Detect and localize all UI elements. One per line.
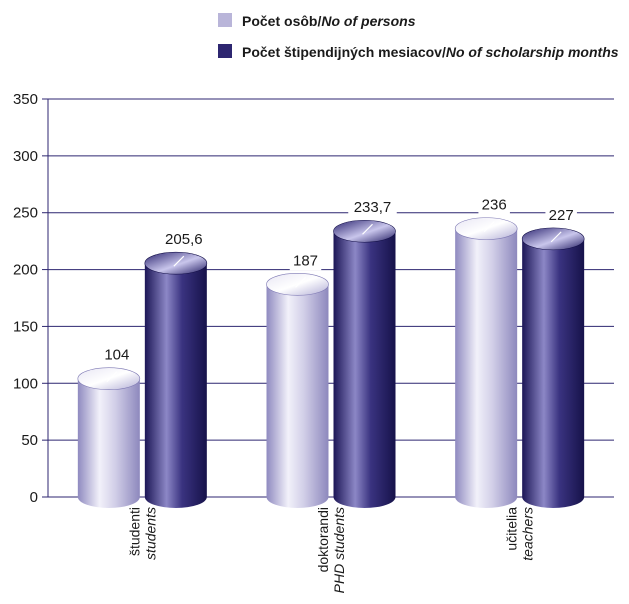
data-label-leader [362,223,373,235]
y-tick-label: 300 [13,148,38,165]
y-tick-label: 0 [30,489,38,506]
bar-body [144,263,207,509]
y-axis-ticks: 0 50 100 150 200 250 300 350 [13,91,48,506]
data-label-bg [478,192,510,215]
bar-persons-0 [77,367,141,508]
category-label-sk: učitelia [504,507,520,551]
data-labels: 104 205,6 187 233,7 236 227 [101,192,577,383]
y-tick-label: 250 [13,205,38,222]
bar-persons-2 [454,217,518,509]
data-label-leader [483,221,495,233]
bar-top [144,251,208,275]
gridlines [48,98,614,441]
legend-label-months-sk: Počet štipendijných mesiacov [242,44,442,60]
bar-months-0 [144,251,208,509]
category-label-0: študenti students [126,507,158,560]
data-label-bg [348,195,397,218]
bar-top [77,367,141,391]
category-label-sk: doktorandi [315,507,331,572]
legend-swatch-persons [218,13,232,27]
data-label: 236 [482,197,507,214]
y-tick-label: 200 [13,262,38,279]
category-labels: študenti students doktorandi PHD students uč… [126,507,535,594]
bar-top [521,227,585,251]
category-label-sk: študenti [126,507,142,556]
data-label: 227 [549,207,574,224]
data-label-leader [550,231,562,243]
bar-persons-1 [266,273,329,509]
data-label-bg [159,227,209,250]
y-tick-label: 100 [13,375,38,392]
bar-body [333,231,396,509]
bar-months-2 [521,227,585,509]
data-label: 233,7 [354,199,392,216]
category-label-1: doktorandi PHD students [315,507,347,593]
bar-body [455,228,518,509]
category-label-en: students [142,507,158,560]
data-label-bg [545,202,577,225]
legend-item-persons: Počet osôb/No of persons [218,13,416,29]
data-label-bg [289,248,322,271]
data-label: 187 [293,252,318,269]
svg-text:Počet štipendijných mesiacov/N: Počet štipendijných mesiacov/No of schol… [242,44,619,60]
legend-label-months-en: No of scholarship months [446,44,619,60]
y-tick-label: 50 [21,432,38,449]
legend-swatch-months [218,44,232,58]
y-tick-label: 150 [13,318,38,335]
legend-slash-persons: / [317,13,321,29]
category-label-en: teachers [520,507,536,561]
bar-top [333,219,396,243]
category-label-en: PHD students [331,507,347,593]
legend-item-months: Počet štipendijných mesiacov/No of schol… [218,44,619,60]
legend-label-persons-en: No of persons [321,13,415,29]
data-label-leader [106,371,118,383]
data-label: 205,6 [165,231,203,248]
bar-body [266,284,329,509]
bar-top [454,217,518,240]
legend-slash-months: / [442,44,446,60]
y-tick-label: 350 [13,91,38,108]
svg-text:Počet osôb/No of persons: Počet osôb/No of persons [242,13,416,29]
bar-body [522,238,585,509]
data-label: 104 [104,347,129,364]
bars [77,217,585,509]
legend-label-persons-sk: Počet osôb [242,13,317,29]
data-label-leader [173,255,185,267]
legend: Počet osôb/No of persons Počet štipendij… [218,13,619,60]
bar-months-1 [333,219,396,509]
bar-top [266,273,329,296]
data-label-bg [101,342,133,365]
bar-body [77,378,140,508]
data-label-leader [295,276,306,288]
axes [47,99,614,498]
category-label-2: učitelia teachers [504,507,536,561]
